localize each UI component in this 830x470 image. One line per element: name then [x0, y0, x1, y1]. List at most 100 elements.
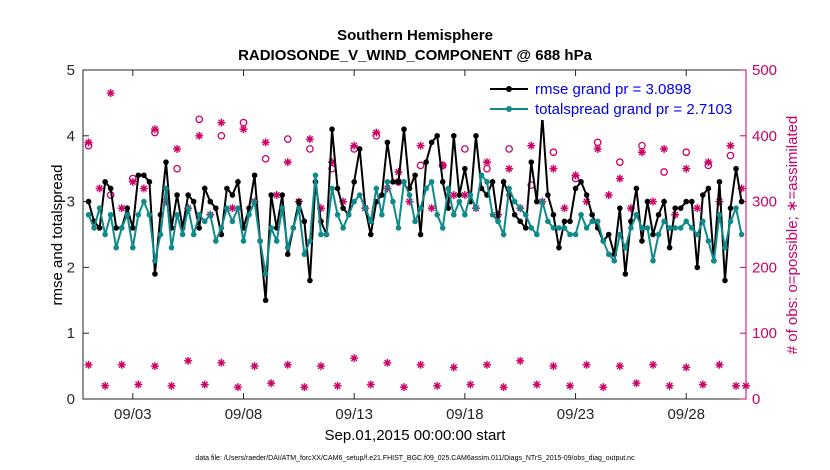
obs-assimilated-marker: [117, 204, 126, 213]
x-axis-label: Sep.01,2015 00:00:00 start: [325, 427, 507, 444]
obs-low-marker: [134, 380, 143, 389]
spread-point: [124, 211, 131, 218]
obs-assimilated-marker: [372, 128, 381, 137]
obs-low-marker: [101, 381, 110, 390]
legend-rmse-marker: [506, 86, 512, 92]
spread-point: [379, 211, 385, 218]
spread-point: [600, 238, 607, 244]
rmse-point: [384, 139, 391, 146]
obs-possible-marker: [660, 168, 668, 176]
obs-assimilated-marker: [316, 204, 325, 213]
spread-point: [334, 211, 341, 218]
obs-low-marker: [742, 381, 750, 390]
spread-point: [733, 205, 739, 211]
obs-low-marker: [466, 380, 475, 389]
rmse-point: [146, 179, 153, 185]
rmse-point: [567, 218, 573, 225]
obs-assimilated-marker: [339, 197, 348, 206]
spread-point: [213, 238, 219, 244]
obs-assimilated-marker: [449, 191, 458, 200]
rmse-point: [185, 192, 191, 198]
spread-point: [218, 225, 225, 231]
obs-assimilated-marker: [649, 197, 658, 206]
obs-possible-marker: [283, 135, 292, 143]
y-left-tick-label: 3: [67, 194, 75, 211]
rmse-point: [229, 192, 236, 198]
chart-title: Southern Hemisphere: [337, 27, 493, 44]
rmse-point: [655, 211, 662, 218]
rmse-point: [379, 192, 385, 198]
rmse-point: [412, 172, 418, 179]
obs-assimilated-marker: [549, 164, 558, 173]
rmse-point: [296, 198, 302, 205]
rmse-point: [733, 165, 739, 172]
obs-low-marker: [698, 380, 707, 389]
y-right-tick-label: 200: [752, 259, 777, 276]
spread-point: [240, 238, 247, 244]
rmse-point: [688, 198, 695, 205]
rmse-point: [683, 198, 690, 205]
rmse-point: [456, 192, 463, 198]
obs-assimilated-marker: [261, 138, 270, 147]
obs-assimilated-marker: [637, 148, 646, 157]
spread-point: [207, 211, 214, 218]
rmse-point: [511, 211, 518, 218]
spread-point: [85, 211, 92, 218]
obs-assimilated-marker: [427, 204, 436, 213]
obs-assimilated-marker: [217, 118, 226, 127]
rmse-point: [738, 198, 745, 205]
y-left-tick-label: 5: [67, 62, 75, 79]
spread-point: [174, 211, 180, 218]
obs-low-marker: [549, 362, 558, 371]
rmse-point: [677, 205, 684, 211]
spread-point: [273, 238, 280, 244]
spread-point: [340, 225, 346, 231]
rmse-point: [705, 185, 712, 192]
spread-point: [650, 258, 656, 264]
obs-assimilated-marker: [84, 138, 93, 147]
rmse-point: [561, 218, 568, 225]
spread-point: [185, 205, 191, 211]
obs-assimilated-marker: [626, 204, 635, 213]
rmse-point: [356, 146, 363, 152]
spread-point: [367, 218, 374, 225]
x-tick-label: 09/13: [335, 406, 373, 423]
spread-point: [727, 218, 734, 225]
rmse-point: [500, 179, 507, 185]
spread-point: [450, 211, 457, 218]
spread-point: [229, 218, 236, 225]
spread-point: [694, 231, 701, 238]
spread-point: [439, 225, 446, 231]
y-axis-left-label: rmse and totalspread: [49, 165, 66, 306]
rmse-point: [135, 172, 142, 179]
rmse-point: [583, 192, 590, 198]
x-tick-label: 09/18: [446, 406, 484, 423]
legend-spread-marker: [506, 106, 512, 112]
y-left-tick-label: 2: [67, 259, 75, 276]
rmse-point: [235, 179, 241, 185]
legend-spread-label: totalspread grand pr = 2.7103: [535, 101, 732, 118]
spread-point: [639, 225, 645, 231]
obs-possible-marker: [615, 158, 624, 166]
obs-low-marker: [150, 362, 159, 371]
obs-possible-marker: [195, 115, 204, 124]
spread-point: [301, 251, 308, 258]
spread-point: [711, 258, 717, 264]
y-axis-right-label: # of obs: o=possible; ∗=assimilated: [784, 116, 801, 355]
rmse-point: [284, 251, 291, 258]
rmse-point: [102, 179, 108, 185]
rmse-point: [605, 231, 612, 238]
spread-point: [605, 251, 612, 258]
spread-point: [118, 225, 125, 231]
spread-point: [290, 225, 297, 231]
obs-assimilated-marker: [604, 191, 613, 200]
obs-possible-marker: [726, 151, 735, 160]
rmse-point: [639, 238, 645, 244]
rmse-point: [633, 185, 640, 192]
rmse-point: [213, 205, 219, 211]
obs-assimilated-marker: [505, 164, 514, 173]
rmse-point: [522, 225, 529, 231]
obs-assimilated-marker: [272, 191, 281, 200]
spread-point: [666, 225, 673, 231]
